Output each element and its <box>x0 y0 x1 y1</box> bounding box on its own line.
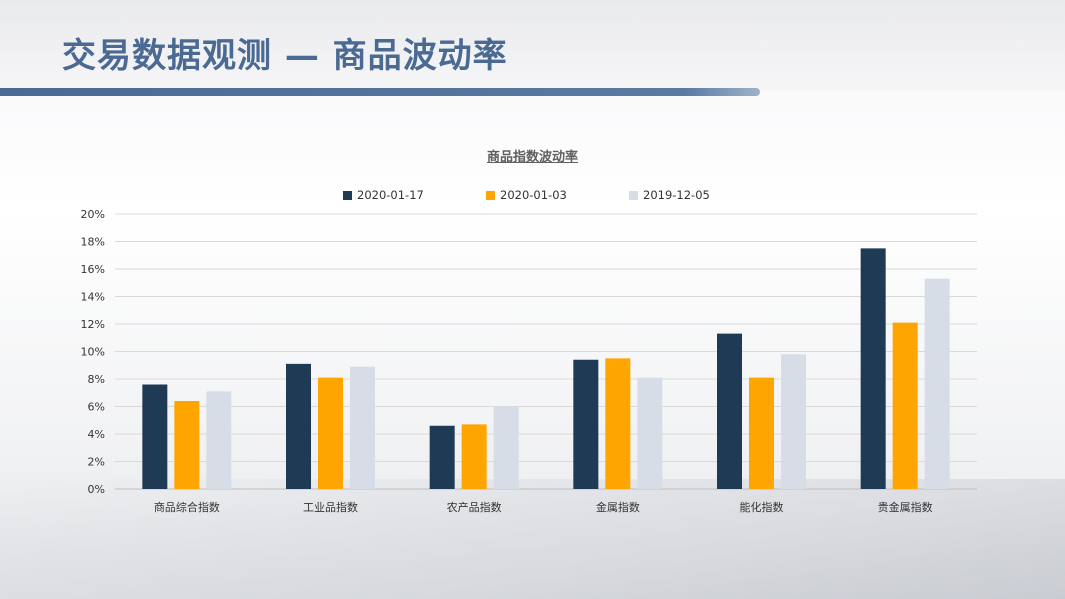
bar-2-1 <box>174 401 200 489</box>
legend-swatch-series-1 <box>343 190 352 200</box>
y-tick-label: 6% <box>88 401 105 414</box>
y-tick-label: 20% <box>81 208 105 221</box>
bar-3-2 <box>350 366 375 489</box>
bar-1-3 <box>429 425 455 489</box>
bar-2-3 <box>461 424 487 489</box>
y-tick-label: 16% <box>81 263 105 276</box>
legend-label-series-2: 2020-01-03 <box>500 188 567 202</box>
y-tick-label: 8% <box>88 373 105 386</box>
y-tick-label: 0% <box>88 483 105 496</box>
bar-2-5 <box>749 377 774 489</box>
y-tick-label: 18% <box>81 236 105 249</box>
bar-1-5 <box>717 333 742 489</box>
legend-item-series-3: 2019-12-05 <box>629 188 710 202</box>
bar-3-6 <box>924 278 950 489</box>
bar-1-4 <box>573 359 599 489</box>
bar-3-1 <box>206 391 232 489</box>
legend-swatch-series-3 <box>629 190 638 200</box>
bar-1-1 <box>142 384 168 489</box>
bar-3-5 <box>781 354 806 489</box>
y-tick-label: 10% <box>81 346 105 359</box>
x-tick-label: 商品综合指数 <box>154 500 220 514</box>
x-tick-label: 工业品指数 <box>303 500 358 514</box>
x-tick-label: 农产品指数 <box>447 500 502 514</box>
header-band <box>0 0 1065 90</box>
x-tick-label: 贵金属指数 <box>878 500 933 514</box>
chart-title: 商品指数波动率 <box>486 150 578 165</box>
bar-2-4 <box>605 358 631 489</box>
bar-1-2 <box>286 363 311 489</box>
y-tick-label: 2% <box>88 456 105 469</box>
legend-label-series-3: 2019-12-05 <box>643 188 710 202</box>
y-tick-label: 14% <box>81 291 105 304</box>
chart-legend: 2020-01-17 2020-01-03 2019-12-05 <box>0 188 1065 206</box>
legend-label-series-1: 2020-01-17 <box>357 188 424 202</box>
x-tick-label: 能化指数 <box>740 500 784 514</box>
legend-item-series-1: 2020-01-17 <box>343 188 424 202</box>
bar-3-3 <box>493 406 519 489</box>
bar-2-6 <box>892 322 918 489</box>
x-tick-label: 金属指数 <box>596 500 640 514</box>
y-tick-label: 12% <box>81 318 105 331</box>
title-underline-bar <box>0 88 760 96</box>
y-tick-label: 4% <box>88 428 105 441</box>
bar-1-6 <box>860 248 886 489</box>
page-title: 交易数据观测 — 商品波动率 <box>62 36 508 76</box>
bar-3-4 <box>637 377 663 489</box>
legend-item-series-2: 2020-01-03 <box>486 188 567 202</box>
bar-2-2 <box>318 377 343 489</box>
legend-swatch-series-2 <box>486 190 495 200</box>
